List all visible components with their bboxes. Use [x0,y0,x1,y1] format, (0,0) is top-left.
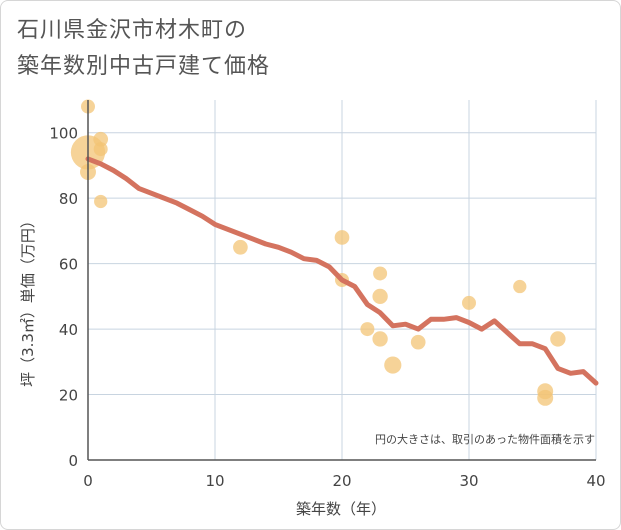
data-point [360,322,375,337]
data-point [373,266,388,281]
y-tick-label: 60 [59,256,78,274]
data-point [384,356,402,374]
y-tick-label: 100 [49,125,78,143]
data-point [233,239,248,255]
grid-lines [88,100,597,460]
y-axis-title: 坪（3.3㎡）単価（万円） [19,213,37,387]
axes [87,100,596,461]
data-point [334,230,350,245]
chart-title-line2: 築年数別中古戸建て価格 [17,54,271,79]
data-point [513,279,527,294]
data-points [70,99,566,406]
x-tick-label: 40 [586,472,605,490]
y-tick-label: 40 [59,321,78,339]
data-point [410,334,426,350]
data-point [372,331,388,347]
x-tick-label: 30 [459,472,478,490]
tick-labels: 0 10 20 30 40 0 20 40 60 80 100 [49,125,605,490]
x-tick-label: 0 [83,472,93,490]
y-tick-label: 0 [68,452,78,470]
data-point [94,194,108,209]
data-point [462,295,476,310]
trend-line [85,156,599,386]
data-point [93,142,108,157]
chart-title-line1: 石川県金沢市材木町の [17,18,248,43]
data-point [537,389,554,406]
y-tick-label: 80 [59,190,78,208]
area-note: 円の大きさは、取引のあった物件面積を示す [375,432,595,446]
y-tick-label: 20 [59,387,78,405]
x-axis-title: 築年数（年） [296,500,386,518]
data-point [550,331,566,347]
chart-title: 石川県金沢市材木町の 築年数別中古戸建て価格 [17,13,437,85]
data-point [372,288,388,305]
x-tick-label: 20 [332,472,351,490]
x-tick-label: 10 [205,472,224,490]
data-point [93,131,109,147]
